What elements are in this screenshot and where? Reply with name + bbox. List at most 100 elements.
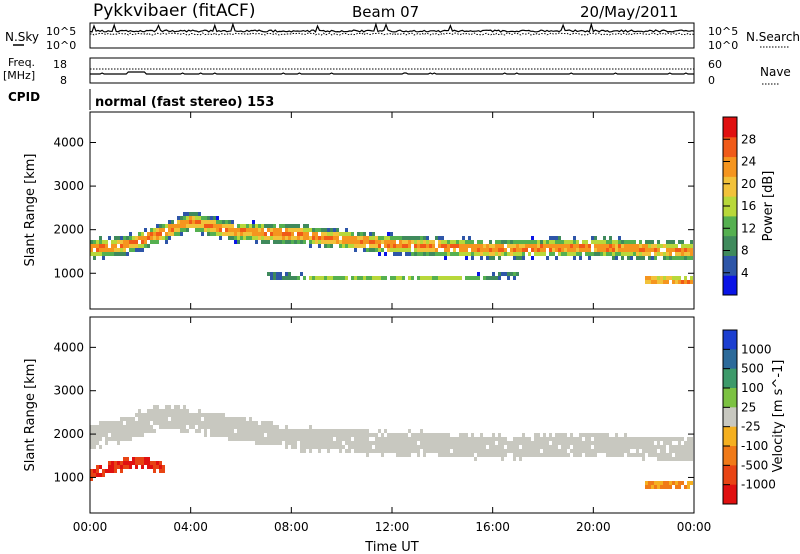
velocity-cell: [651, 445, 654, 449]
velocity-cell: [648, 481, 651, 485]
velocity-cell: [690, 441, 693, 445]
power-cell: [387, 244, 390, 248]
velocity-cell: [663, 445, 666, 449]
velocity-cell: [372, 441, 375, 445]
power-cell: [408, 244, 411, 248]
velocity-cell: [219, 421, 222, 425]
velocity-cell: [651, 453, 654, 457]
power-cell: [474, 276, 477, 280]
power-cell: [492, 244, 495, 248]
power-cell: [342, 244, 345, 248]
power-cell: [243, 228, 246, 232]
velocity-cell: [270, 425, 273, 429]
velocity-cell: [690, 481, 693, 485]
power-cell: [666, 248, 669, 252]
velocity-cell: [414, 445, 417, 449]
power-cell: [246, 228, 249, 232]
velocity-cell: [315, 433, 318, 437]
power-cell: [549, 236, 552, 240]
velocity-cell: [225, 421, 228, 425]
power-cell: [156, 236, 159, 240]
velocity-cell: [684, 485, 687, 489]
power-cell: [549, 252, 552, 256]
power-colorbar-swatch: [723, 117, 737, 138]
velocity-cell: [348, 437, 351, 441]
velocity-cell: [564, 441, 567, 445]
velocity-cell: [645, 449, 648, 453]
power-cell: [663, 276, 666, 280]
power-cell: [636, 244, 639, 248]
velocity-cell: [444, 449, 447, 453]
power-cell: [438, 276, 441, 280]
power-cell: [522, 252, 525, 256]
velocity-cell: [492, 437, 495, 441]
power-cell: [663, 256, 666, 260]
power-cell: [270, 276, 273, 280]
nsearch-label: N.Search: [746, 30, 800, 44]
velocity-cell: [432, 437, 435, 441]
velocity-cell: [666, 481, 669, 485]
power-cell: [372, 236, 375, 240]
power-cell: [363, 236, 366, 240]
velocity-cell: [222, 429, 225, 433]
power-cell: [318, 276, 321, 280]
velocity-cell: [96, 465, 99, 469]
power-cell: [495, 248, 498, 252]
velocity-cell: [519, 453, 522, 457]
power-cell: [237, 236, 240, 240]
velocity-cell: [456, 437, 459, 441]
power-cell: [492, 256, 495, 260]
power-cell: [273, 240, 276, 244]
velocity-cell: [339, 437, 342, 441]
velocity-cell: [150, 461, 153, 465]
power-cell: [300, 232, 303, 236]
power-cell: [603, 244, 606, 248]
velocity-cell: [261, 425, 264, 429]
velocity-cell: [312, 433, 315, 437]
power-cell: [486, 244, 489, 248]
power-cell: [150, 240, 153, 244]
power-cell: [207, 216, 210, 220]
velocity-cell: [645, 481, 648, 485]
velocity-cell: [513, 437, 516, 441]
power-cell: [444, 276, 447, 280]
velocity-cell: [564, 437, 567, 441]
power-cell: [657, 276, 660, 280]
power-cell: [93, 256, 96, 260]
velocity-cell: [561, 449, 564, 453]
velocity-cell: [606, 437, 609, 441]
velocity-cell: [684, 449, 687, 453]
velocity-cell: [687, 457, 690, 461]
velocity-cell: [336, 433, 339, 437]
power-cell: [672, 256, 675, 260]
velocity-cell: [318, 433, 321, 437]
velocity-cell: [522, 433, 525, 437]
velocity-cell: [99, 429, 102, 433]
power-cell: [207, 232, 210, 236]
velocity-cell: [534, 437, 537, 441]
power-cell: [687, 280, 690, 284]
velocity-cell: [618, 453, 621, 457]
power-cell: [675, 276, 678, 280]
velocity-cell: [447, 433, 450, 437]
velocity-cell: [156, 405, 159, 409]
velocity-cell: [300, 433, 303, 437]
velocity-cell: [159, 425, 162, 429]
velocity-cell: [555, 437, 558, 441]
power-cell: [588, 252, 591, 256]
power-cell: [90, 240, 93, 244]
velocity-cell: [411, 441, 414, 445]
power-cell: [459, 252, 462, 256]
velocity-cell: [186, 409, 189, 413]
velocity-cell: [393, 449, 396, 453]
power-cell: [567, 252, 570, 256]
power-cell: [690, 248, 693, 252]
velocity-cell: [612, 449, 615, 453]
velocity-cell: [246, 433, 249, 437]
velocity-cell: [660, 437, 663, 441]
velocity-cell: [96, 425, 99, 429]
velocity-cell: [543, 437, 546, 441]
power-cell: [552, 240, 555, 244]
velocity-cell: [129, 465, 132, 469]
velocity-cell: [450, 437, 453, 441]
